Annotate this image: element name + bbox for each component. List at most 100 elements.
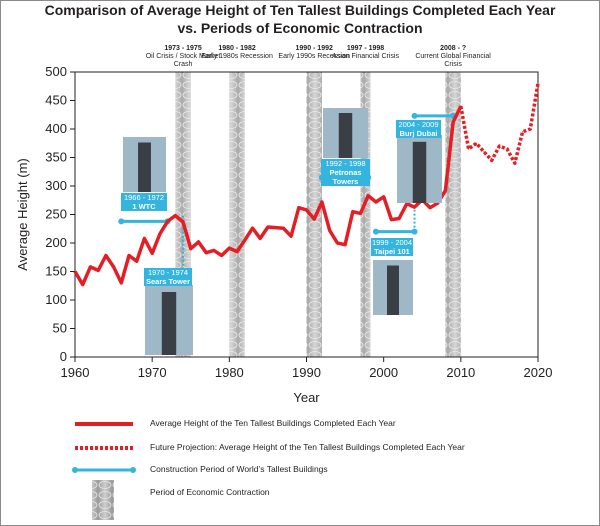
future-projection-point: [491, 159, 493, 161]
building-silhouette: [161, 292, 177, 355]
contraction-period-label: 2008 - ? Current Global Financial Crisis: [408, 45, 498, 69]
x-tick-label: 2000: [369, 365, 398, 380]
average-height-point: [305, 209, 308, 211]
average-height-point: [167, 220, 169, 222]
y-tick-label: 300: [45, 178, 67, 193]
building-name: Petronas Towers: [329, 168, 362, 186]
average-height-point: [429, 207, 431, 209]
x-tick-label: 2020: [524, 365, 553, 380]
x-tick-label: 1970: [138, 365, 167, 380]
building-construction-years: 1992 - 1998: [325, 159, 366, 168]
x-tick-label: 2010: [446, 365, 475, 380]
contraction-period-name: Asian Financial Crisis: [332, 53, 399, 60]
average-height-point: [444, 189, 446, 192]
average-height-point: [390, 219, 392, 221]
y-tick-label: 500: [45, 64, 67, 79]
average-height-point: [321, 201, 323, 203]
average-height-point: [136, 260, 138, 262]
average-height-point: [74, 270, 76, 273]
x-tick-label: 1960: [61, 365, 90, 380]
future-projection-point: [467, 148, 470, 150]
building-silhouette: [138, 142, 151, 192]
legend-entry-1: Average Height of the Ten Tallest Buildi…: [150, 418, 396, 428]
average-height-point: [290, 235, 292, 237]
contraction-period-name: Early 1990s Recession: [278, 53, 350, 60]
building-name: 1 WTC: [132, 202, 156, 211]
y-tick-label: 150: [45, 264, 67, 279]
future-projection-point: [483, 151, 485, 153]
contraction-period-years: 1980 - 1982: [218, 45, 256, 52]
contraction-period-years: 2008 - ?: [440, 45, 467, 52]
future-projection-point: [514, 162, 516, 164]
y-tick-label: 100: [45, 292, 67, 307]
construction-period-start: [411, 112, 418, 119]
legend-swatch-construction-end: [130, 467, 136, 473]
construction-period-start: [118, 218, 125, 225]
average-height-point: [174, 215, 176, 217]
average-height-point: [205, 252, 207, 254]
future-projection-point: [460, 105, 462, 107]
contraction-band: [229, 72, 245, 357]
chart-title-line-2: vs. Periods of Economic Contraction: [177, 20, 423, 36]
building-construction-years: 1966 - 1972: [123, 193, 165, 202]
average-height-point: [375, 201, 377, 203]
average-height-point: [89, 266, 92, 268]
contraction-period-years: 1990 - 1992: [295, 45, 333, 52]
future-projection-point: [506, 148, 508, 150]
y-tick-label: 250: [45, 207, 67, 222]
contraction-period-label: 1997 - 1998 Asian Financial Crisis: [321, 45, 411, 61]
chart-title-line-1: Comparison of Average Height of Ten Tall…: [44, 2, 556, 18]
x-tick-label: 1980: [215, 365, 244, 380]
average-height-point: [298, 207, 300, 209]
construction-period-start: [372, 228, 379, 235]
building-construction-years: 2004 - 2009: [398, 120, 439, 129]
building-construction-years: 1999 - 2004: [371, 238, 413, 247]
contraction-period-years: 1973 - 1975: [164, 45, 202, 52]
future-projection-point: [529, 128, 531, 130]
average-height-point: [221, 254, 223, 257]
average-height-point: [143, 237, 146, 240]
average-height-point: [128, 254, 130, 257]
average-height-point: [398, 217, 400, 220]
building-silhouette: [338, 113, 353, 158]
average-height-point: [213, 249, 215, 252]
average-height-point: [313, 218, 315, 220]
future-projection-point: [498, 145, 501, 147]
average-height-point: [275, 227, 277, 229]
x-axis-label: Year: [293, 390, 320, 405]
future-projection-point: [475, 142, 477, 144]
contraction-period-label: 1990 - 1992 Early 1990s Recession: [269, 45, 359, 61]
building-label-box: 2004 - 2009 Burj Dubai: [396, 120, 441, 138]
average-height-point: [344, 244, 346, 246]
future-projection-line: [459, 83, 540, 165]
y-tick-label: 0: [60, 349, 67, 364]
contraction-period-years: 1997 - 1998: [346, 45, 385, 52]
average-height-point: [159, 233, 161, 235]
legend-swatch-construction-start: [72, 467, 78, 473]
contraction-period-label: 1980 - 1982 Early 1980s Recession: [192, 45, 282, 61]
legend-entry-4: Period of Economic Contraction: [150, 487, 270, 497]
average-height-point: [259, 237, 261, 240]
average-height-point: [105, 254, 107, 257]
average-height-point: [359, 212, 362, 214]
legend-entry-3: Construction Period of World’s Tallest B…: [150, 464, 328, 474]
building-name: Sears Tower: [145, 277, 191, 286]
legend-swatch-contraction: [92, 480, 114, 520]
average-height-point: [97, 269, 99, 271]
building-label-box: 1970 - 1974 Sears Tower: [144, 268, 192, 286]
average-height-point: [367, 195, 369, 197]
future-projection-point: [537, 82, 539, 84]
y-tick-label: 400: [45, 121, 67, 136]
average-height-point: [352, 211, 354, 213]
contraction-band: [360, 72, 371, 357]
contraction-period-name: Oil Crisis / Stock Market Crash: [145, 53, 221, 68]
average-height-point: [112, 266, 115, 268]
legend-entry-2: Future Projection: Average Height of the…: [150, 442, 465, 452]
average-height-point: [406, 203, 408, 205]
average-height-point: [120, 282, 122, 284]
building-label-box: 1992 - 1998 Petronas Towers: [321, 159, 370, 186]
contraction-period-name: Current Global Financial Crisis: [415, 53, 491, 68]
contraction-period-name: Early 1980s Recession: [201, 53, 273, 60]
average-height-point: [329, 229, 331, 232]
